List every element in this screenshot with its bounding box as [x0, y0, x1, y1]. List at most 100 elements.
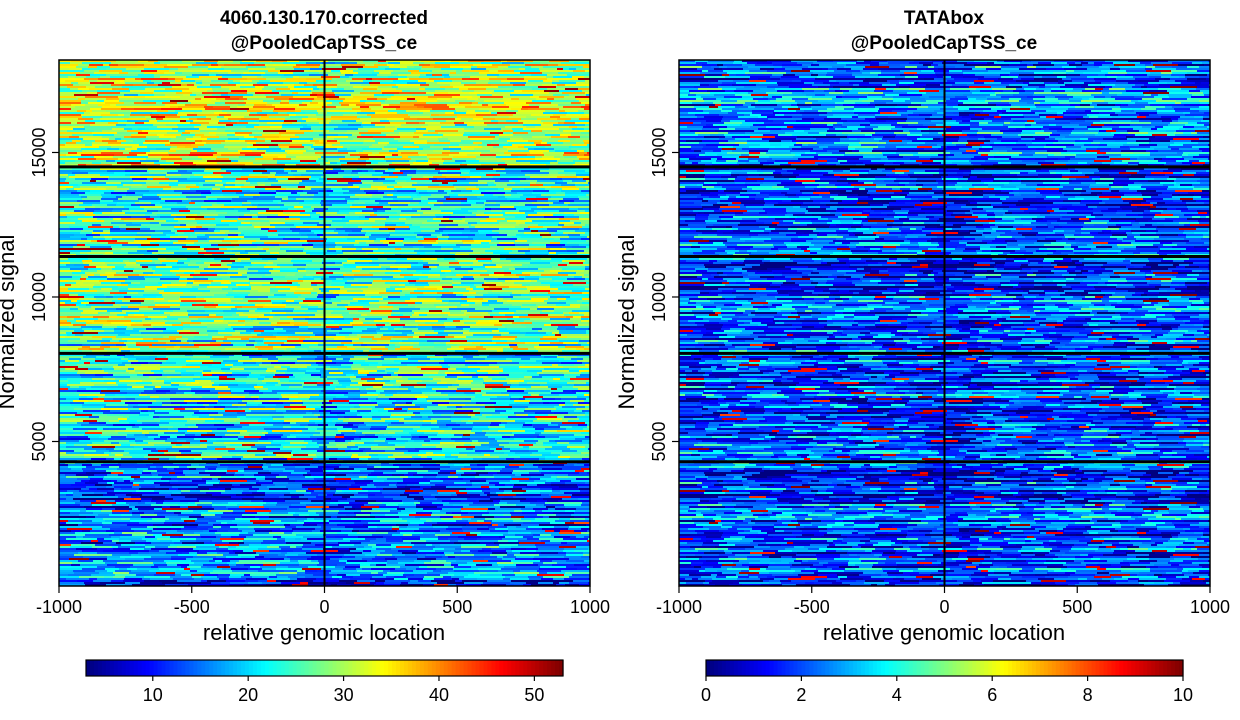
heatmap-cell [194, 336, 212, 338]
heatmap-cell [59, 118, 78, 120]
heatmap-cell [74, 234, 86, 236]
heatmap-cell [499, 74, 525, 76]
heatmap-cell [146, 268, 152, 270]
heatmap-cell [361, 110, 388, 112]
heatmap-cell [83, 282, 101, 284]
heatmap-cell [428, 130, 435, 132]
heatmap-cell [476, 286, 482, 288]
heatmap-cell [313, 198, 323, 200]
heatmap-cell [100, 208, 113, 210]
heatmap-cell [197, 118, 211, 120]
heatmap-cell [453, 280, 472, 282]
heatmap-cell [102, 130, 127, 132]
heatmap-cell [350, 206, 366, 208]
heatmap-cell [388, 228, 395, 230]
heatmap-cell [469, 172, 480, 174]
heatmap-cell [134, 240, 157, 242]
heatmap-cell [260, 194, 272, 196]
heatmap-cell [582, 298, 590, 300]
heatmap-cell [249, 134, 262, 136]
heatmap-cell [274, 98, 289, 100]
heatmap-cell [419, 146, 430, 148]
heatmap-cell [148, 156, 162, 158]
heatmap-cell [389, 344, 395, 346]
heatmap-cell [301, 344, 318, 346]
heatmap-cell [515, 262, 530, 264]
heatmap-cell [473, 238, 497, 240]
heatmap-cell [168, 358, 191, 360]
heatmap-cell [580, 306, 589, 308]
heatmap-cell [127, 120, 149, 122]
heatmap-cell [114, 276, 128, 278]
heatmap-cell [85, 188, 106, 190]
heatmap-cell [179, 298, 204, 300]
heatmap-cell [561, 270, 584, 272]
heatmap-cell [451, 214, 476, 216]
heatmap-cell [443, 134, 463, 136]
heatmap-cell [244, 266, 264, 268]
heatmap-cell [526, 178, 550, 180]
heatmap-cell [107, 148, 119, 150]
heatmap-cell [571, 358, 583, 360]
heatmap-cell [489, 216, 515, 218]
heatmap-cell [135, 192, 160, 194]
heatmap-cell [371, 276, 393, 278]
heatmap-cell [114, 172, 130, 174]
heatmap-cell [200, 272, 227, 274]
heatmap-cell [59, 246, 73, 248]
heatmap-cell [254, 62, 262, 64]
heatmap-cell [480, 74, 487, 76]
heatmap-cell [140, 304, 155, 306]
heatmap-cell [549, 172, 558, 174]
heatmap-cell [277, 322, 290, 324]
heatmap-cell [228, 286, 238, 288]
heatmap-cell [69, 294, 78, 296]
heatmap-cell [59, 298, 68, 300]
heatmap-cell [119, 98, 144, 100]
heatmap-cell [484, 318, 507, 320]
heatmap-cell [152, 112, 178, 114]
heatmap-cell [148, 220, 166, 222]
heatmap-cell [127, 340, 140, 342]
heatmap-cell [349, 312, 370, 314]
heatmap-cell [255, 186, 281, 188]
heatmap-cell [285, 150, 306, 152]
heatmap-cell [326, 184, 353, 186]
heatmap-cell [390, 358, 408, 360]
heatmap-cell [145, 318, 151, 320]
heatmap-cell [353, 74, 377, 76]
heatmap-cell [362, 170, 368, 172]
heatmap-cell [269, 270, 280, 272]
heatmap-cell [538, 330, 559, 332]
heatmap-cell [197, 236, 209, 238]
heatmap-cell [210, 342, 231, 344]
heatmap-cell [324, 186, 348, 188]
heatmap-cell [578, 342, 587, 344]
heatmap-cell [519, 202, 532, 204]
heatmap-cell [180, 96, 204, 98]
heatmap-cell [522, 272, 538, 274]
heatmap-cell [101, 120, 127, 122]
heatmap-cell [121, 138, 148, 140]
heatmap-cell [74, 318, 98, 320]
heatmap-cell [336, 278, 343, 280]
heatmap-cell [59, 214, 66, 216]
heatmap-cell [530, 176, 557, 178]
heatmap-cell [419, 88, 425, 90]
heatmap-cell [541, 102, 551, 104]
heatmap-cell [207, 138, 228, 140]
heatmap-cell [379, 72, 391, 74]
heatmap-cell [211, 100, 220, 102]
heatmap-cell [305, 360, 332, 362]
heatmap-cell [492, 106, 509, 108]
heatmap-cell [182, 158, 202, 160]
heatmap-cell [85, 120, 101, 122]
heatmap-cell [80, 186, 97, 188]
heatmap-cell [437, 258, 444, 260]
heatmap-cell [403, 326, 416, 328]
heatmap-cell [495, 180, 509, 182]
heatmap-cell [449, 154, 467, 156]
heatmap-cell [514, 90, 522, 92]
heatmap-cell [405, 222, 422, 224]
heatmap-cell [583, 178, 590, 180]
